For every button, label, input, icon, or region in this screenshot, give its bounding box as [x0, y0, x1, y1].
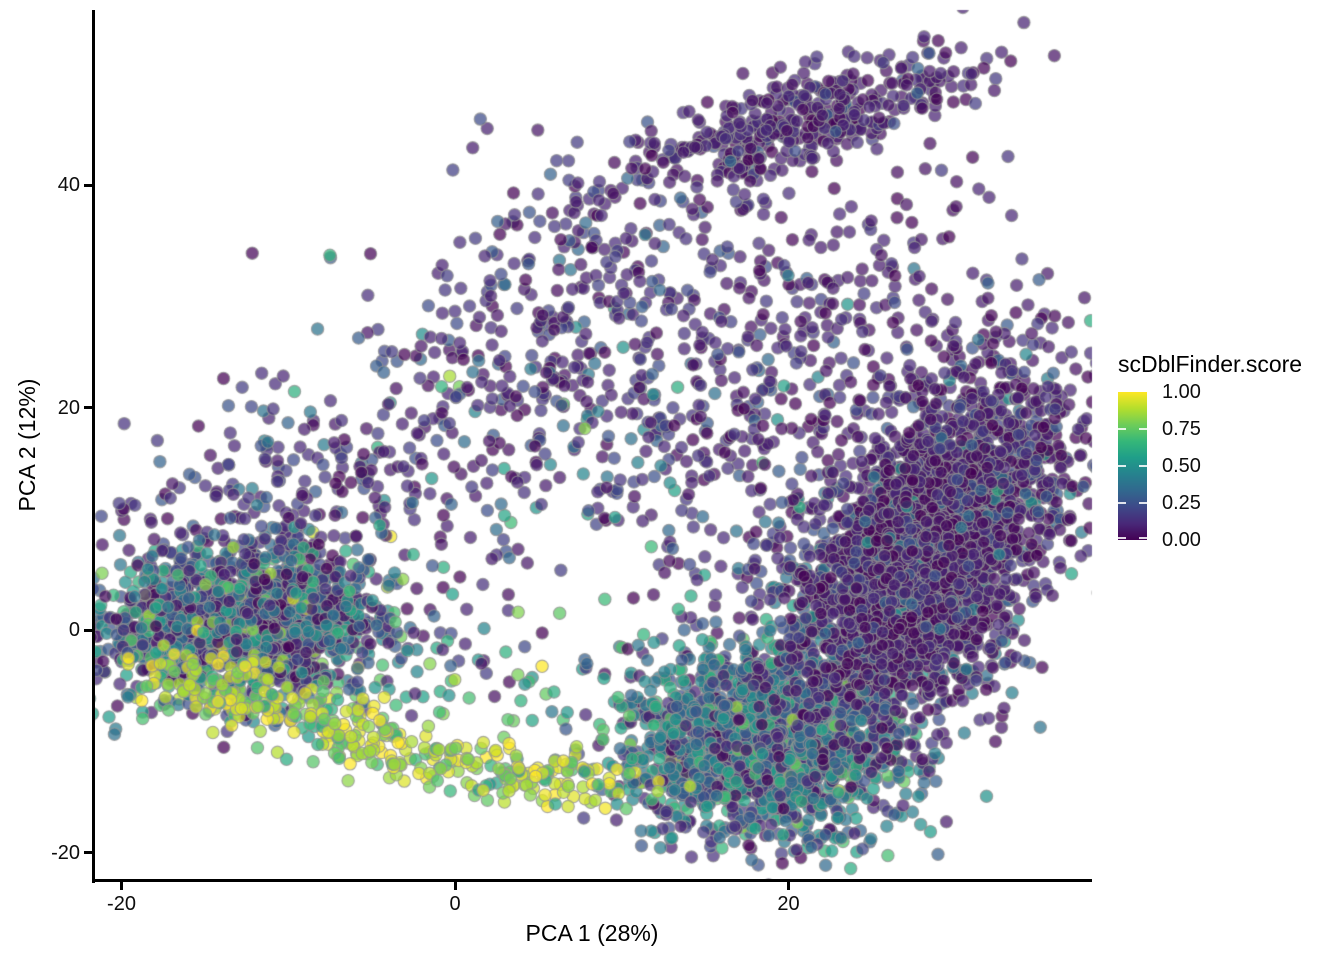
colorbar-tick-mark [1118, 502, 1126, 504]
legend-tick-label: 1.00 [1162, 381, 1201, 403]
x-axis-line [92, 879, 1092, 882]
colorbar-tick-mark [1139, 428, 1147, 430]
x-tick-mark [453, 882, 457, 890]
y-tick-mark [84, 628, 92, 632]
y-tick-mark [84, 406, 92, 409]
y-axis-title: PCA 2 (12%) [14, 378, 40, 512]
colorbar-tick-mark [1118, 465, 1126, 467]
y-tick-label: -20 [51, 841, 80, 864]
colorbar-tick-mark [1139, 502, 1147, 504]
legend-tick-label: 0.75 [1162, 418, 1201, 440]
x-tick-mark [120, 882, 123, 890]
y-tick-label: 0 [68, 619, 80, 641]
y-tick-label: 20 [57, 396, 80, 419]
colorbar-tick-mark [1118, 428, 1126, 430]
legend-title: scDblFinder.score [1118, 351, 1303, 377]
colorbar-tick-mark [1139, 465, 1147, 467]
x-tick-label: 0 [449, 893, 461, 915]
legend-tick-label: 0.25 [1162, 492, 1201, 514]
y-tick-mark [84, 851, 92, 855]
y-tick-mark [84, 183, 92, 187]
x-tick-label: 20 [777, 893, 800, 915]
colorbar-tick-mark [1118, 537, 1126, 539]
legend-tick-label: 0.50 [1162, 455, 1201, 477]
y-tick-label: 40 [57, 174, 80, 196]
colorbar-tick-mark [1139, 537, 1147, 539]
x-tick-mark [787, 882, 790, 890]
legend-tick-label: 0.00 [1162, 529, 1201, 551]
x-axis-title: PCA 1 (28%) [525, 920, 659, 946]
y-axis-line [92, 10, 95, 883]
x-tick-label: -20 [107, 893, 136, 915]
